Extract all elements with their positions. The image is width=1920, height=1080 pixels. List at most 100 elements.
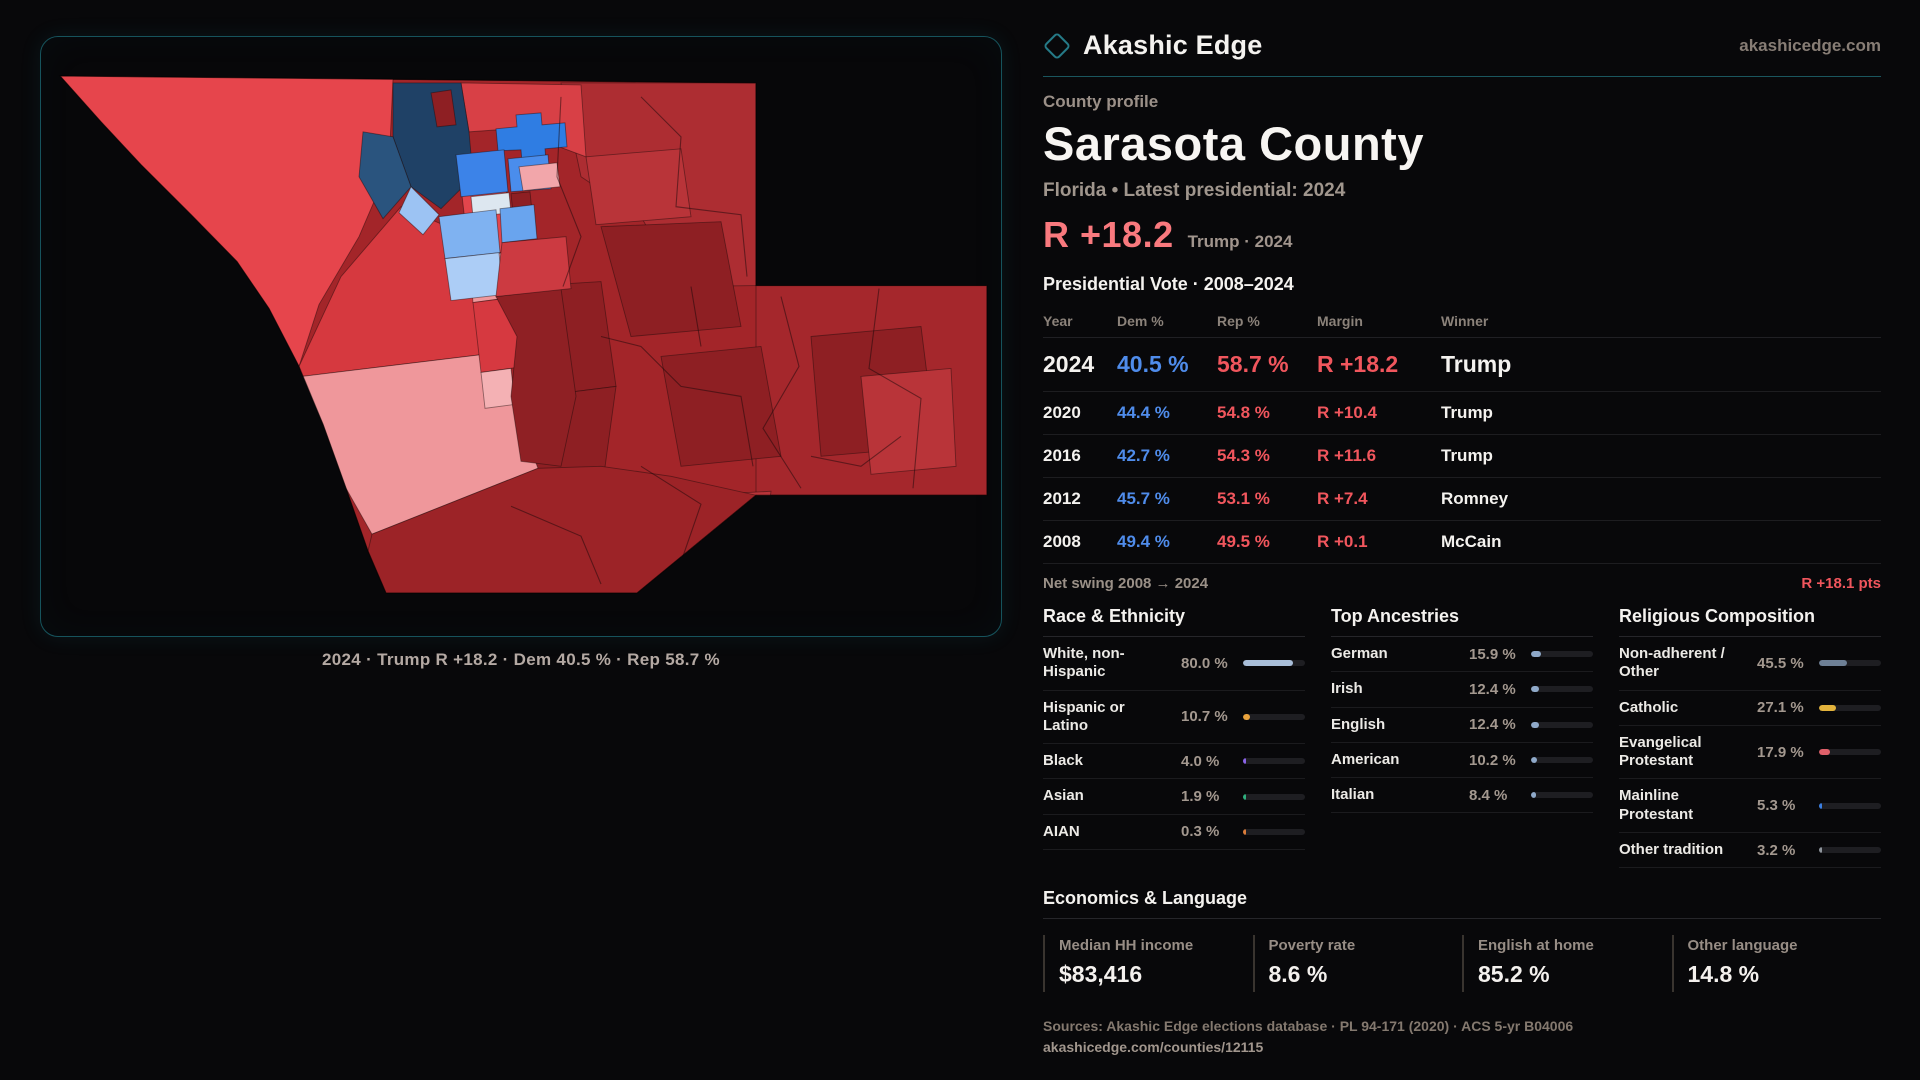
vote-table-body: 2024 40.5 % 58.7 % R +18.2 Trump 2020 44.4 % 54… (1043, 338, 1881, 564)
kicker: County profile (1043, 92, 1159, 111)
demo-row: Evangelical Protestant 17.9 % (1619, 726, 1881, 780)
margin-value: R +18.2 (1043, 214, 1174, 255)
demo-label: Asian (1043, 787, 1084, 805)
footer: Sources: Akashic Edge elections database… (1043, 1018, 1881, 1057)
demo-value: 1.9 % (1181, 788, 1220, 806)
margin-note: Trump · 2024 (1187, 232, 1293, 251)
bar-track (1819, 749, 1881, 756)
vote-margin: R +10.4 (1317, 403, 1378, 422)
demo-label: Evangelical Protestant (1619, 733, 1702, 770)
bar-fill (1819, 847, 1822, 854)
stat-value: 14.8 % (1687, 961, 1760, 988)
vote-margin: R +0.1 (1317, 532, 1368, 551)
vote-table-title: Presidential Vote · 2008–2024 (1043, 274, 1294, 294)
demo-label: Non-adherent / Other (1619, 645, 1725, 681)
stat-card: Median HH income $83,416 (1043, 935, 1253, 993)
headline-margin: R +18.2 Trump · 2024 (1043, 214, 1881, 256)
vote-dem-pct: 42.7 % (1117, 446, 1170, 465)
demo-row: Hispanic or Latino 10.7 % (1043, 691, 1305, 745)
demo-col-race: Race & Ethnicity White, non-Hispanic 80.0… (1043, 606, 1305, 868)
vote-dem-pct: 40.5 % (1117, 351, 1189, 377)
vote-year: 2016 (1043, 446, 1081, 465)
bar-track (1819, 660, 1881, 667)
bar-track (1243, 828, 1305, 835)
section-title-economics: Economics & Language (1043, 888, 1881, 920)
vote-winner: McCain (1441, 532, 1502, 551)
bar-track (1531, 757, 1593, 764)
demo-row: English 12.4 % (1331, 708, 1593, 743)
stat-label: Other language (1687, 937, 1798, 955)
bar-fill (1531, 792, 1537, 799)
demo-value: 3.2 % (1757, 841, 1796, 859)
demo-value: 10.7 % (1181, 708, 1228, 726)
vote-row: 2024 40.5 % 58.7 % R +18.2 Trump (1043, 338, 1881, 392)
bar-fill (1819, 802, 1823, 809)
vote-col-header: Dem % (1117, 313, 1164, 329)
demo-value: 4.0 % (1181, 752, 1220, 770)
vote-rep-pct: 53.1 % (1217, 489, 1270, 508)
vote-year: 2020 (1043, 403, 1081, 422)
demo-label: Hispanic or Latino (1043, 698, 1125, 734)
bar-fill (1819, 749, 1831, 756)
demo-value: 12.4 % (1469, 680, 1516, 698)
vote-margin: R +18.2 (1317, 351, 1399, 377)
bar-fill (1243, 660, 1293, 667)
bar-track (1243, 713, 1305, 720)
demo-label: AIAN (1043, 822, 1080, 840)
demo-col-religion: Religious Composition Non-adherent / Oth… (1619, 606, 1881, 869)
vote-row: 2008 49.4 % 49.5 % R +0.1 McCain (1043, 521, 1881, 564)
subtitle: Florida • Latest presidential: 2024 (1043, 180, 1346, 201)
demo-col-ancestries: Top Ancestries German 15.9 % Irish 12.4 % En… (1331, 606, 1593, 868)
vote-col-header: Margin (1317, 313, 1363, 329)
bar-fill (1243, 828, 1246, 835)
stat-value: $83,416 (1059, 961, 1143, 988)
site-domain-link[interactable]: akashicedge.com (1739, 35, 1881, 55)
bar-fill (1243, 758, 1246, 765)
bar-fill (1819, 704, 1836, 711)
demo-value: 8.4 % (1469, 786, 1508, 804)
section-title-race: Race & Ethnicity (1043, 606, 1305, 637)
bar-track (1531, 686, 1593, 693)
precinct-map[interactable] (41, 37, 1001, 636)
vote-year: 2024 (1043, 351, 1095, 377)
vote-winner: Trump (1441, 351, 1512, 377)
vote-year: 2012 (1043, 489, 1081, 508)
bar-fill (1531, 686, 1539, 693)
stat-card: English at home 85.2 % (1462, 935, 1672, 993)
race-rows: White, non-Hispanic 80.0 % Hispanic or Lat… (1043, 637, 1305, 851)
demo-row: Other tradition 3.2 % (1619, 833, 1881, 869)
demo-label: Mainline Protestant (1619, 787, 1694, 823)
vote-dem-pct: 49.4 % (1117, 532, 1170, 551)
vote-winner: Trump (1441, 403, 1493, 422)
demo-label: German (1331, 645, 1388, 662)
demo-label: Irish (1331, 680, 1363, 698)
vote-rep-pct: 49.5 % (1217, 532, 1270, 551)
demo-value: 45.5 % (1757, 654, 1804, 672)
vote-rep-pct: 58.7 % (1217, 351, 1289, 377)
vote-dem-pct: 44.4 % (1117, 403, 1170, 422)
bar-fill (1243, 713, 1250, 720)
vote-row: 2016 42.7 % 54.3 % R +11.6 Trump (1043, 435, 1881, 478)
brand-name: Akashic Edge (1083, 30, 1263, 60)
bar-track (1531, 792, 1593, 799)
vote-year: 2008 (1043, 532, 1081, 551)
bar-track (1819, 847, 1881, 854)
vote-row: 2012 45.7 % 53.1 % R +7.4 Romney (1043, 478, 1881, 521)
permalink[interactable]: akashicedge.com/counties/12115 (1043, 1039, 1264, 1056)
county-outline (58, 75, 988, 594)
net-swing-label: Net swing 2008 → 2024 (1043, 575, 1209, 592)
vote-margin: R +11.6 (1317, 446, 1377, 465)
sources-line: Sources: Akashic Edge elections database… (1043, 1018, 1574, 1035)
bar-track (1819, 704, 1881, 711)
demo-row: Mainline Protestant 5.3 % (1619, 779, 1881, 834)
stat-label: Median HH income (1059, 937, 1194, 955)
demo-value: 10.2 % (1469, 751, 1516, 769)
stat-card: Poverty rate 8.6 % (1252, 935, 1463, 993)
demo-label: American (1331, 750, 1400, 768)
bar-fill (1531, 721, 1539, 728)
demo-row: Black 4.0 % (1043, 744, 1305, 780)
header: Akashic Edge akashicedge.com (1042, 30, 1881, 77)
demo-row: Catholic 27.1 % (1619, 691, 1881, 726)
section-title-ancestries: Top Ancestries (1331, 606, 1593, 637)
demo-value: 0.3 % (1181, 823, 1220, 841)
